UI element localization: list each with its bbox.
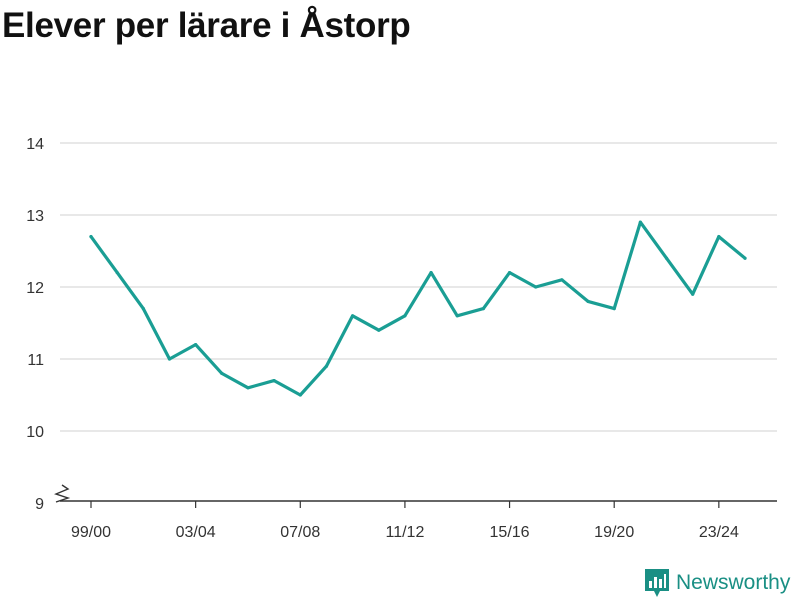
- x-tick-label: 23/24: [699, 524, 739, 541]
- data-point: [194, 343, 198, 347]
- x-tick-label: 03/04: [176, 524, 216, 541]
- data-point: [455, 314, 459, 318]
- data-point: [298, 393, 302, 397]
- grid-lines: [60, 142, 777, 432]
- x-tick-label: 19/20: [594, 524, 634, 541]
- data-point: [560, 278, 564, 282]
- newsworthy-logo-icon: [645, 569, 669, 597]
- brand: Newsworthy: [644, 568, 790, 598]
- x-tick-label: 99/00: [71, 524, 111, 541]
- data-point: [246, 386, 250, 390]
- y-tick-label: 11: [27, 352, 44, 369]
- data-point: [534, 285, 538, 289]
- data-point: [324, 364, 329, 368]
- x-tick-label: 07/08: [280, 524, 320, 541]
- y-tick-label: 14: [26, 136, 44, 153]
- data-point: [403, 314, 407, 318]
- x-tick-label: 15/16: [490, 524, 530, 541]
- y-axis-break-icon: [54, 484, 71, 503]
- data-point: [89, 235, 93, 239]
- data-point: [351, 314, 355, 318]
- x-axis: [60, 500, 777, 508]
- series-line: [89, 220, 747, 397]
- data-point: [586, 299, 590, 303]
- data-point: [141, 307, 145, 311]
- series-layer: [89, 220, 747, 397]
- data-point: [612, 307, 616, 311]
- brand-name: Newsworthy: [676, 571, 791, 594]
- data-point: [638, 220, 642, 224]
- data-point: [377, 328, 381, 332]
- data-point: [664, 256, 669, 260]
- data-point: [115, 271, 119, 275]
- y-tick-label: 13: [26, 208, 44, 225]
- data-point: [481, 307, 485, 311]
- data-point: [743, 256, 747, 260]
- data-point: [717, 235, 721, 239]
- y-tick-label: 12: [26, 280, 44, 297]
- y-tick-label: 10: [26, 424, 44, 441]
- x-axis-labels: 99/00 03/04 07/08 11/12 15/16 19/20 23/24: [71, 524, 739, 541]
- data-point: [167, 357, 172, 361]
- data-point: [691, 292, 695, 296]
- chart-title: Elever per lärare i Åstorp: [2, 6, 411, 45]
- y-tick-label: 9: [35, 496, 44, 513]
- data-point: [429, 271, 433, 275]
- y-axis-labels: 9 10 11 12 13 14: [26, 136, 44, 513]
- data-point: [272, 379, 276, 383]
- x-tick-label: 11/12: [385, 524, 424, 541]
- data-point: [220, 371, 224, 375]
- data-point: [507, 271, 512, 275]
